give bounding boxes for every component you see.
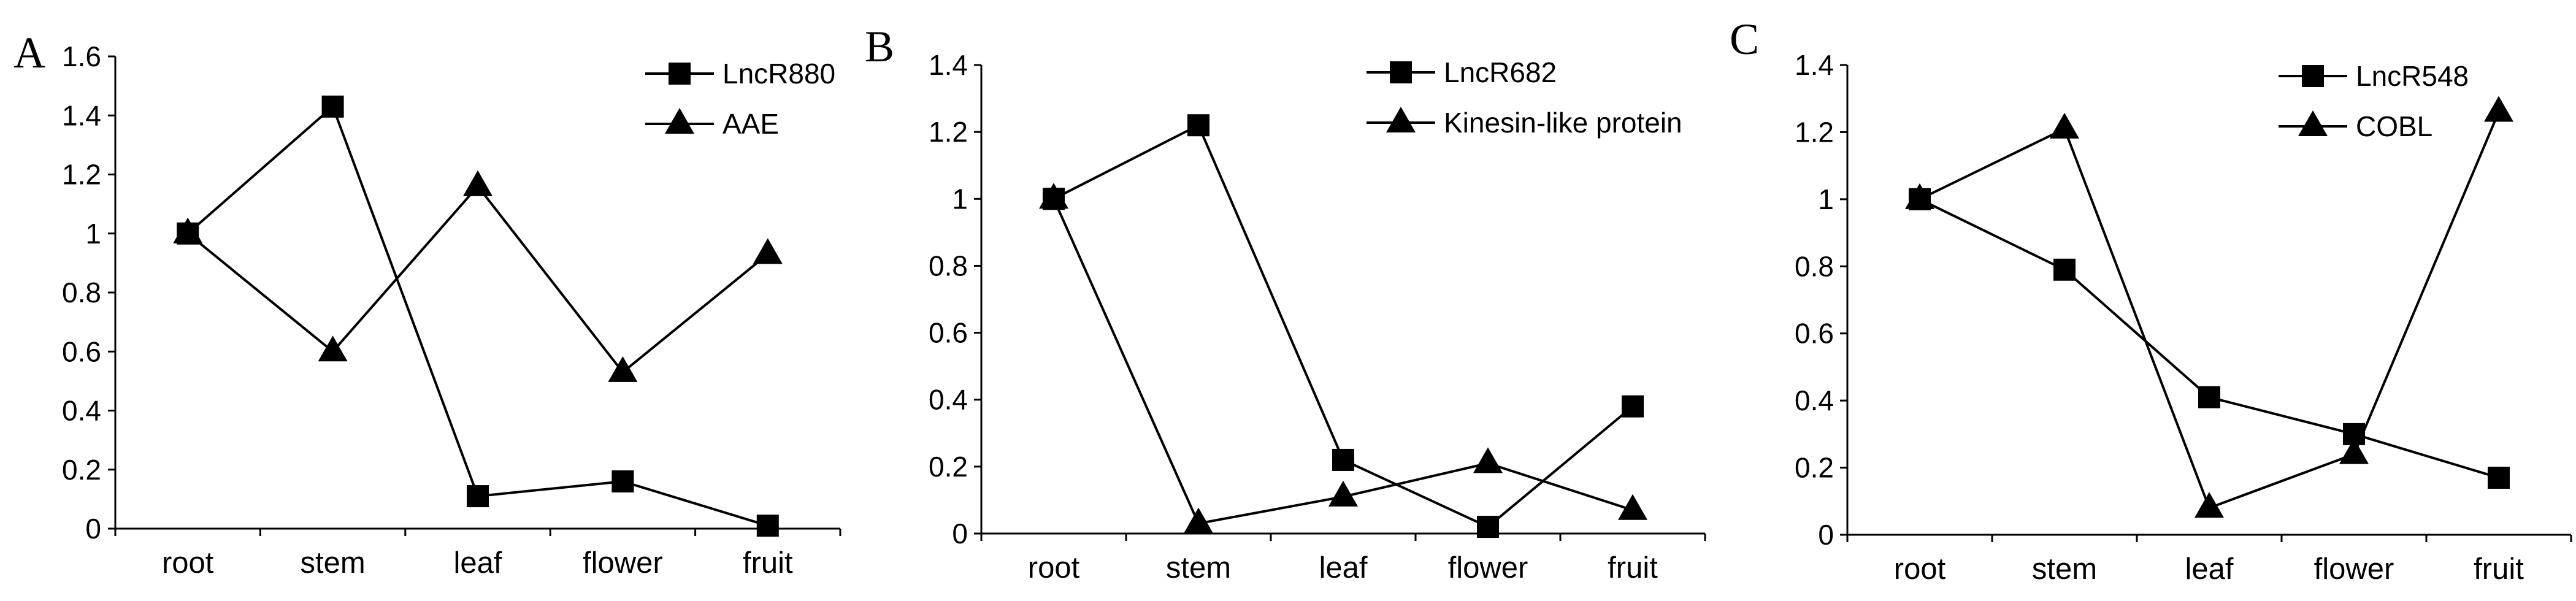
chart-b-category-label: flower xyxy=(1448,551,1528,584)
chart-b-legend-label: Kinesin-like protein xyxy=(1444,107,1682,139)
chart-c-category-label: fruit xyxy=(2474,553,2524,586)
chart-a-point-triangle xyxy=(608,356,638,382)
chart-a-point-triangle xyxy=(463,170,493,196)
chart-a-y-tick-label: 1.2 xyxy=(62,159,101,191)
chart-a-category-label: stem xyxy=(301,546,366,580)
chart-b-y-tick-label: 1 xyxy=(952,183,968,215)
chart-a-legend-marker xyxy=(669,63,691,85)
chart-c-category-label: stem xyxy=(2032,553,2097,586)
chart-a-y-tick-label: 1.6 xyxy=(62,40,101,72)
chart-b-category-label: leaf xyxy=(1319,551,1367,584)
chart-b-series-line-triangle xyxy=(1052,198,1633,525)
chart-a-legend-label: LncR880 xyxy=(723,58,835,90)
chart-c-legend-label: LncR548 xyxy=(2356,60,2469,92)
chart-a-legend-marker xyxy=(665,107,694,134)
chart-b-point-square xyxy=(1477,516,1499,538)
chart-b-legend-marker xyxy=(1386,106,1416,132)
chart-c-legend: LncR548 COBL xyxy=(2279,60,2469,142)
chart-c-series-line-square xyxy=(1919,198,2499,479)
chart-c-point-square xyxy=(2053,258,2076,281)
chart-a-point-square xyxy=(467,485,489,508)
chart-b-point-square xyxy=(1187,114,1209,137)
chart-b-point-triangle xyxy=(1473,447,1503,473)
chart-a-series-line-square xyxy=(186,104,769,527)
chart-b-y-tick-label: 0.6 xyxy=(929,317,968,349)
chart-c-series-line-triangle xyxy=(1919,111,2500,510)
chart-c-legend-marker xyxy=(2298,110,2328,136)
chart-c-legend-marker xyxy=(2302,65,2324,87)
chart-a-point-triangle xyxy=(753,238,783,264)
chart-b-category-label: stem xyxy=(1166,551,1231,584)
chart-b-category-label: root xyxy=(1028,551,1080,584)
chart-b-point-triangle xyxy=(1039,183,1068,209)
chart-c-point-triangle xyxy=(2050,112,2079,139)
chart-b-y-tick-label: 0 xyxy=(952,518,968,549)
chart-a-y-tick-label: 0 xyxy=(85,513,101,545)
chart-a-panel-label: A xyxy=(13,28,45,77)
chart-c-panel-label: C xyxy=(1730,15,1759,64)
chart-c-y-tick-label: 0 xyxy=(1818,519,1834,551)
chart-c-y-tick-label: 0.2 xyxy=(1795,452,1834,484)
chart-c-point-square xyxy=(2488,466,2510,489)
chart-b-y-tick-label: 1.2 xyxy=(929,116,968,148)
chart-b-legend: LncR682 Kinesin-like protein xyxy=(1367,56,1682,139)
chart-c: C 0 0.2 0.4 0.6 0.8 1 1.2 1.4 root stem leaf flower f… xyxy=(1730,15,2572,586)
chart-a-y-tick-label: 0.2 xyxy=(62,454,101,486)
chart-a-category-label: root xyxy=(162,546,214,580)
chart-b-legend-label: LncR682 xyxy=(1444,56,1557,88)
chart-a-series-line-triangle xyxy=(186,184,769,374)
chart-c-point-square xyxy=(2198,386,2220,408)
chart-c-y-tick-label: 1.4 xyxy=(1795,49,1834,81)
chart-c-y-tick-label: 0.4 xyxy=(1795,385,1834,416)
chart-b-y-tick-label: 0.4 xyxy=(929,384,968,416)
chart-b-point-square xyxy=(1622,395,1644,418)
chart-c-y-tick-label: 1.2 xyxy=(1795,116,1834,148)
chart-a-y-tick-label: 0.4 xyxy=(62,395,101,427)
chart-b-point-triangle xyxy=(1618,494,1647,520)
chart-b-y-tick-label: 0.2 xyxy=(929,451,968,483)
chart-a-point-triangle xyxy=(173,217,203,243)
chart-c-point-triangle xyxy=(2484,96,2513,122)
chart-a-point-square xyxy=(756,515,779,537)
chart-c-point-triangle xyxy=(2339,438,2369,464)
chart-c-category-label: flower xyxy=(2314,553,2394,586)
chart-c-category-label: root xyxy=(1894,553,1946,586)
chart-a-category-label: leaf xyxy=(453,546,502,580)
chart-c-legend-label: COBL xyxy=(2356,110,2432,142)
chart-a-legend: LncR880 AAE xyxy=(645,58,835,140)
chart-a-point-triangle xyxy=(318,335,348,362)
chart-b-category-label: fruit xyxy=(1608,551,1658,584)
chart-c-category-label: leaf xyxy=(2185,553,2233,586)
chart-b-panel-label: B xyxy=(865,22,894,71)
chart-a-legend-label: AAE xyxy=(723,108,779,140)
chart-a-category-label: flower xyxy=(583,546,663,580)
chart-b-point-square xyxy=(1332,448,1354,471)
chart-c-point-triangle xyxy=(2195,492,2224,518)
chart-c-y-tick-label: 0.6 xyxy=(1795,318,1834,350)
chart-a-category-label: fruit xyxy=(743,546,793,580)
chart-a-y-tick-label: 1.4 xyxy=(62,99,101,131)
chart-b-point-triangle xyxy=(1184,507,1213,534)
chart-c-point-triangle xyxy=(1905,183,1934,209)
chart-b-y-tick-label: 0.8 xyxy=(929,250,968,281)
chart-c-y-tick-label: 1 xyxy=(1818,183,1834,215)
chart-b-legend-marker xyxy=(1390,61,1412,83)
chart-c-y-tick-label: 0.8 xyxy=(1795,250,1834,282)
chart-a-y-tick-label: 0.6 xyxy=(62,335,101,367)
chart-b-point-triangle xyxy=(1328,480,1358,507)
chart-b-y-tick-label: 1.4 xyxy=(929,49,968,81)
chart-b: B 0 0.2 0.4 0.6 0.8 1 1.2 1.4 root stem leaf flower f… xyxy=(865,22,1706,584)
chart-a-point-square xyxy=(611,470,634,492)
chart-a-y-tick-label: 1 xyxy=(85,218,101,250)
chart-a-y-tick-label: 0.8 xyxy=(62,277,101,308)
chart-a-point-square xyxy=(321,95,344,118)
chart-a: A 0 0.2 0.4 0.6 0.8 1 1.2 1.4 1.6 root stem leaf flow… xyxy=(13,28,841,580)
